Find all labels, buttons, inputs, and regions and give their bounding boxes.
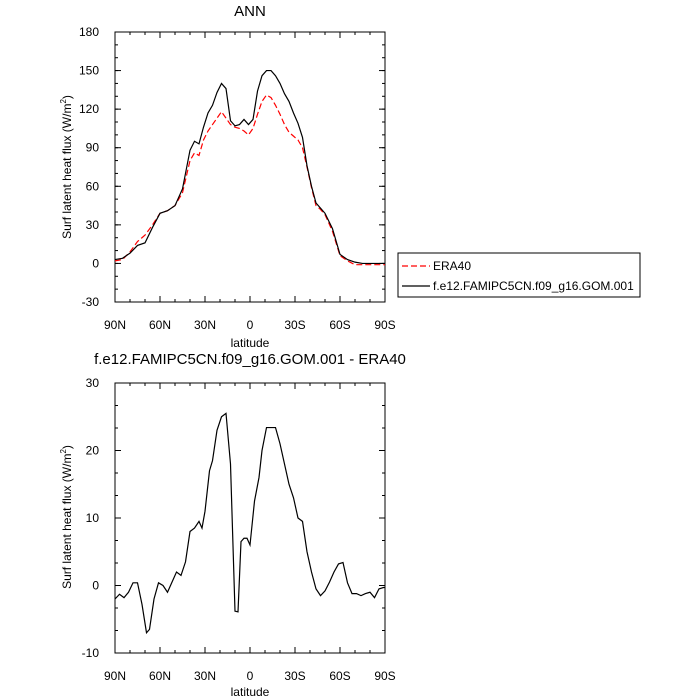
top-y-tick-label: -30 [82,295,100,309]
bottom-panel-title: f.e12.FAMIPC5CN.f09_g16.GOM.001 - ERA40 [94,351,406,368]
top-y-axis-title-superscript: 2 [59,99,68,104]
top-plot-frame [114,31,386,303]
top-y-axis-title: Surf latent heat flux (W/m2) [59,95,74,239]
top-x-tick-label: 30N [194,318,216,332]
top-y-tick-label: 90 [86,141,100,155]
bottom-panel: f.e12.FAMIPC5CN.f09_g16.GOM.001 - ERA40 … [59,351,406,699]
bottom-plot-frame [114,382,386,654]
top-x-tick-label: 30S [284,318,305,332]
bottom-x-tick-label: 60N [149,669,171,683]
bottom-y-tick-label: 30 [86,376,100,390]
bottom-y-axis-title-close: ) [60,445,74,449]
top-x-tick-label: 90S [374,318,395,332]
bottom-x-tick-label: 60S [329,669,350,683]
bottom-y-tick-label: 10 [86,511,100,525]
top-y-tick-label: 150 [79,64,99,78]
legend: ERA40 f.e12.FAMIPC5CN.f09_g16.GOM.001 [397,252,641,298]
bottom-x-tick-label: 30N [194,669,216,683]
legend-box [397,252,641,298]
top-series-line-era40 [114,94,385,266]
bottom-y-tick-label: 20 [86,444,100,458]
top-y-tick-label: 120 [79,102,99,116]
top-y-tick-label: 60 [86,179,100,193]
legend-label-model: f.e12.FAMIPC5CN.f09_g16.GOM.001 [433,279,634,293]
top-panel: ANN 90N 60N 30N 0 30S 60S 90S -30 0 30 60 90 120 150 1… [59,3,396,350]
top-y-axis-title-main: Surf latent heat flux (W/m [60,104,74,239]
bottom-x-tick-label: 90N [104,669,126,683]
top-x-tick-label: 90N [104,318,126,332]
bottom-y-tick-label: 0 [92,579,99,593]
bottom-y-axis-title-main: Surf latent heat flux (W/m [60,454,74,589]
top-y-tick-label: 0 [92,256,99,270]
bottom-series-line-0 [114,412,385,635]
top-plot-area: 90N 60N 30N 0 30S 60S 90S -30 0 30 60 90 120 150 180 [79,25,396,332]
bottom-x-tick-label: 30S [284,669,305,683]
legend-label-era40: ERA40 [433,259,471,273]
bottom-y-axis-title: Surf latent heat flux (W/m2) [59,445,74,589]
bottom-x-tick-label: 0 [247,669,254,683]
top-x-tick-label: 60S [329,318,350,332]
top-y-tick-label: 180 [79,25,99,39]
top-x-tick-label: 60N [149,318,171,332]
top-panel-title: ANN [234,3,266,20]
top-y-tick-label: 30 [86,218,100,232]
bottom-x-axis-title: latitude [231,685,270,699]
bottom-plot-area: 90N 60N 30N 0 30S 60S 90S -10 0 10 20 30 [82,376,396,683]
top-series-line-f-e12-famipc5cn-f09-g16-gom-001 [114,69,385,265]
bottom-y-tick-label: -10 [82,646,100,660]
bottom-x-tick-label: 90S [374,669,395,683]
top-x-axis-title: latitude [231,336,270,350]
bottom-y-axis-title-superscript: 2 [59,449,68,454]
top-y-axis-title-close: ) [60,95,74,99]
top-x-tick-label: 0 [247,318,254,332]
